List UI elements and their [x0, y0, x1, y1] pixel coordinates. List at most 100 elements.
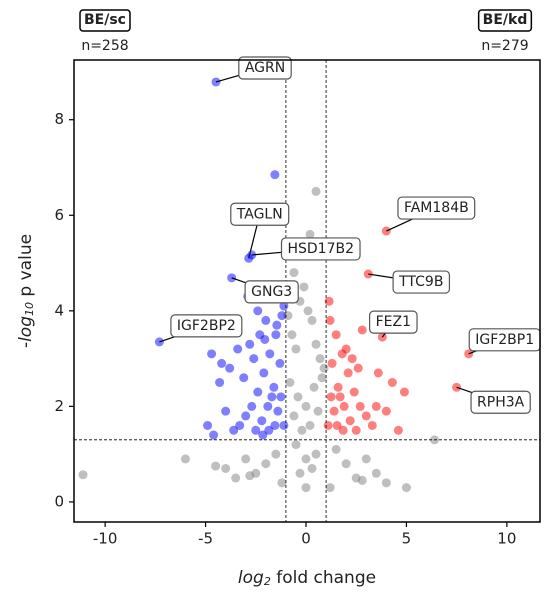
label-box [230, 202, 290, 226]
point [245, 339, 255, 349]
point [291, 440, 301, 450]
point [331, 444, 341, 454]
point [311, 186, 321, 196]
point [207, 349, 217, 359]
point [277, 478, 287, 488]
point [313, 406, 323, 416]
point [253, 387, 263, 397]
point [279, 420, 289, 430]
point [253, 306, 263, 316]
point [347, 354, 357, 364]
point [303, 306, 313, 316]
point [367, 420, 377, 430]
point [267, 392, 277, 402]
point [361, 411, 371, 421]
point [239, 373, 249, 383]
plot-frame [73, 59, 541, 523]
point [225, 363, 235, 373]
point [297, 425, 307, 435]
point [287, 330, 297, 340]
x-tick-label: 10 [497, 530, 516, 548]
point [333, 382, 343, 392]
label-box [397, 196, 476, 220]
point [357, 475, 367, 485]
point [295, 468, 305, 478]
point [269, 382, 279, 392]
point [180, 454, 190, 464]
point [311, 449, 321, 459]
point [315, 354, 325, 364]
point [264, 425, 274, 435]
point [307, 463, 317, 473]
x-tick-label: 0 [301, 530, 311, 548]
y-tick-label: 4 [54, 301, 64, 319]
y-tick-label: 2 [54, 397, 64, 415]
point [326, 392, 336, 402]
point [341, 344, 351, 354]
gene-label: FEZ1 [376, 314, 411, 330]
y-axis-label-sub: 10 [23, 302, 36, 316]
point [211, 461, 221, 471]
point [387, 377, 397, 387]
badge-count: n=258 [81, 38, 128, 54]
point [259, 368, 269, 378]
point [305, 229, 315, 239]
point [349, 387, 359, 397]
point [221, 406, 231, 416]
point [331, 330, 341, 340]
point [307, 315, 317, 325]
point [301, 401, 311, 411]
badge-title: BE/sc [84, 12, 126, 28]
gene-label: AGRN [245, 60, 285, 76]
label-box [280, 237, 361, 261]
point [317, 373, 327, 383]
x-axis-label: log2 fold change [238, 568, 376, 588]
point [257, 416, 267, 426]
point [373, 368, 383, 378]
point [245, 471, 255, 481]
y-tick-label: 8 [54, 110, 64, 128]
label-box [369, 310, 418, 334]
x-axis-label-sub: 2 [264, 575, 271, 588]
point [305, 420, 315, 430]
point [299, 282, 309, 292]
point [323, 420, 333, 430]
point [309, 382, 319, 392]
point [263, 401, 273, 411]
point [235, 420, 245, 430]
badge-title: BE/kd [483, 12, 528, 28]
point [260, 334, 270, 344]
gene-label: HSD17B2 [287, 241, 354, 257]
point [332, 420, 342, 430]
badge-box [79, 9, 131, 32]
point [393, 425, 403, 435]
gene-label: RPH3A [477, 394, 525, 410]
point [325, 315, 335, 325]
point [345, 416, 355, 426]
point [265, 349, 275, 359]
gene-label: FAM184B [404, 200, 469, 216]
gene-label: TAGLN [236, 206, 283, 222]
point [258, 430, 268, 440]
point [371, 401, 381, 411]
point [353, 363, 363, 373]
point [371, 468, 381, 478]
y-axis-label-rest: p value [16, 234, 36, 302]
point [251, 425, 261, 435]
label-box [170, 314, 243, 338]
point [241, 411, 251, 421]
point [357, 325, 367, 335]
point [325, 483, 335, 493]
point [327, 358, 337, 368]
badge-count: n=279 [481, 38, 528, 54]
point [319, 363, 329, 373]
point [271, 449, 281, 459]
label-box [470, 390, 531, 414]
gene-label: IGF2BP1 [475, 332, 534, 348]
point [270, 170, 280, 180]
x-tick-label: 5 [402, 530, 412, 548]
point [271, 330, 281, 340]
point [229, 425, 239, 435]
point [401, 483, 411, 493]
